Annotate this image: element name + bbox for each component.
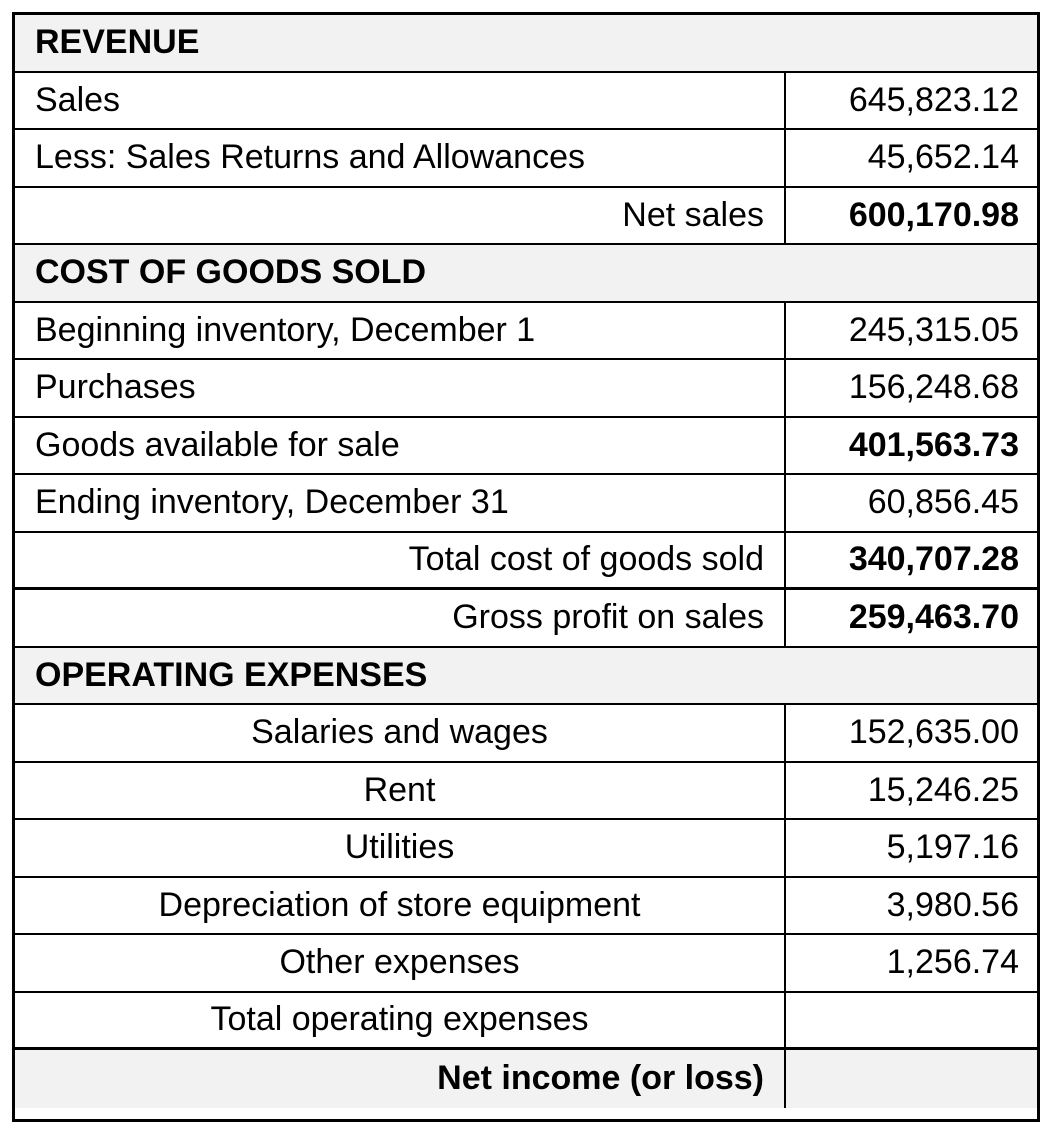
row-value: 5,197.16 [886, 828, 1019, 867]
table-row-salaries: Salaries and wages 152,635.00 [15, 705, 1037, 763]
row-label: Sales [15, 72, 786, 128]
row-label: Net sales [15, 187, 786, 243]
table-row-total-operating-expenses: Total operating expenses [15, 992, 1037, 1050]
row-label: Purchases [15, 360, 786, 416]
row-value: 645,823.12 [848, 80, 1019, 119]
row-value: 259,463.70 [848, 598, 1019, 637]
row-value [786, 993, 1037, 1048]
row-label: Ending inventory, December 31 [15, 475, 786, 531]
row-label: Depreciation of store equipment [15, 877, 786, 933]
table-row-total-cogs: Total cost of goods sold 340,707.28 [15, 532, 1037, 590]
income-statement-table: REVENUE Sales 645,823.12 Less: Sales Ret… [12, 12, 1040, 1122]
row-value: 3,980.56 [886, 885, 1019, 924]
row-value: 245,315.05 [848, 310, 1019, 349]
row-value: 600,170.98 [848, 195, 1019, 234]
table-row-utilities: Utilities 5,197.16 [15, 820, 1037, 878]
section-header-cogs: COST OF GOODS SOLD [15, 245, 1037, 303]
row-label: Utilities [15, 820, 786, 876]
section-header-operating-expenses: OPERATING EXPENSES [15, 647, 1037, 705]
row-label: Gross profit on sales [15, 590, 786, 646]
row-value: 156,248.68 [848, 368, 1019, 407]
table-row-gross-profit: Gross profit on sales 259,463.70 [15, 590, 1037, 648]
table-row-net-sales: Net sales 600,170.98 [15, 187, 1037, 245]
row-label: Goods available for sale [15, 417, 786, 473]
row-value: 401,563.73 [848, 425, 1019, 464]
section-header-revenue: REVENUE [15, 15, 1037, 73]
row-label: Total operating expenses [15, 992, 786, 1047]
row-label: Less: Sales Returns and Allowances [15, 130, 786, 186]
table-row-goods-available: Goods available for sale 401,563.73 [15, 417, 1037, 475]
row-value [786, 1050, 1037, 1108]
row-label: Net income (or loss) [15, 1050, 786, 1108]
table-row-sales: Sales 645,823.12 [15, 72, 1037, 130]
row-label: Other expenses [15, 935, 786, 991]
table-row-depreciation: Depreciation of store equipment 3,980.56 [15, 877, 1037, 935]
row-value: 60,856.45 [867, 483, 1019, 522]
row-label: Rent [15, 762, 786, 818]
table-row-net-income: Net income (or loss) [15, 1050, 1037, 1108]
row-value: 1,256.74 [886, 943, 1019, 982]
row-value: 152,635.00 [848, 713, 1019, 752]
section-title: OPERATING EXPENSES [35, 655, 428, 694]
row-value: 45,652.14 [867, 138, 1019, 177]
row-label: Beginning inventory, December 1 [15, 302, 786, 358]
table-row-other-expenses: Other expenses 1,256.74 [15, 935, 1037, 993]
row-label: Total cost of goods sold [15, 532, 786, 587]
table-row-purchases: Purchases 156,248.68 [15, 360, 1037, 418]
section-title: COST OF GOODS SOLD [35, 253, 427, 292]
row-label: Salaries and wages [15, 705, 786, 761]
table-row-rent: Rent 15,246.25 [15, 762, 1037, 820]
table-row-ending-inventory: Ending inventory, December 31 60,856.45 [15, 475, 1037, 533]
row-value: 340,707.28 [848, 540, 1019, 579]
table-row-beginning-inventory: Beginning inventory, December 1 245,315.… [15, 302, 1037, 360]
table-row-sales-returns: Less: Sales Returns and Allowances 45,65… [15, 130, 1037, 188]
row-value: 15,246.25 [867, 770, 1019, 809]
section-title: REVENUE [35, 23, 200, 62]
